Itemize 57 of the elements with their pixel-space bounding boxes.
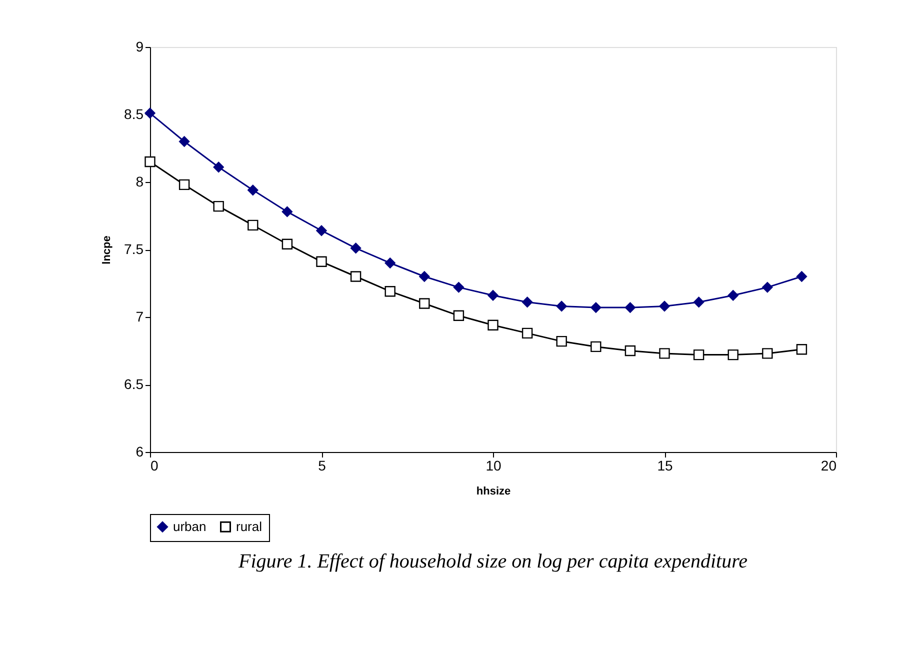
point: [796, 271, 808, 282]
x-tick-label: 0: [150, 458, 158, 474]
point: [762, 348, 773, 359]
point: [728, 349, 738, 360]
point: [350, 271, 362, 282]
point: [488, 320, 498, 330]
y-axis-title: lncpe: [101, 236, 114, 264]
legend-label: urban: [173, 518, 206, 534]
point: [762, 282, 773, 293]
point: [590, 302, 602, 313]
point: [624, 345, 636, 356]
point: [384, 286, 396, 297]
point: [488, 290, 498, 301]
point: [659, 348, 670, 359]
point: [419, 271, 430, 282]
x-tick-label: 15: [657, 458, 673, 474]
y-tick-label: 7.5: [124, 241, 144, 257]
y-tick-label: 9: [136, 38, 144, 54]
point: [453, 310, 464, 321]
point: [419, 298, 430, 309]
point: [248, 220, 258, 231]
point: [316, 256, 327, 267]
point: [178, 179, 190, 190]
x-tick-label: 20: [820, 458, 837, 474]
x-tick-label: 10: [486, 458, 502, 474]
point: [144, 156, 156, 168]
point: [796, 344, 808, 355]
point: [350, 242, 362, 254]
point: [178, 136, 190, 147]
point: [213, 162, 224, 172]
y-tick-label: 8: [136, 174, 144, 190]
legend-label: rural: [236, 518, 262, 534]
point: [522, 328, 533, 339]
point: [659, 300, 670, 312]
point: [522, 296, 533, 308]
point: [316, 225, 327, 236]
point: [556, 336, 567, 347]
point: [144, 108, 156, 118]
point: [384, 258, 396, 268]
point: [282, 206, 293, 218]
point: [453, 282, 464, 293]
y-tick-label: 8.5: [124, 106, 144, 122]
point: [282, 238, 293, 250]
y-tick-label: 7: [136, 308, 144, 324]
point: [213, 200, 224, 212]
point: [693, 349, 704, 360]
point: [556, 300, 567, 312]
point: [248, 184, 258, 196]
point: [728, 290, 738, 301]
y-tick-label: 6.5: [124, 376, 144, 392]
point: [590, 341, 602, 352]
x-axis-title: hhsize: [476, 486, 511, 498]
point: [693, 296, 704, 308]
y-tick-label: 6: [136, 444, 144, 460]
point: [624, 302, 636, 313]
x-tick-label: 5: [318, 458, 326, 474]
caption: Figure 1. Effect of household size on log per capita expenditure: [238, 550, 748, 572]
